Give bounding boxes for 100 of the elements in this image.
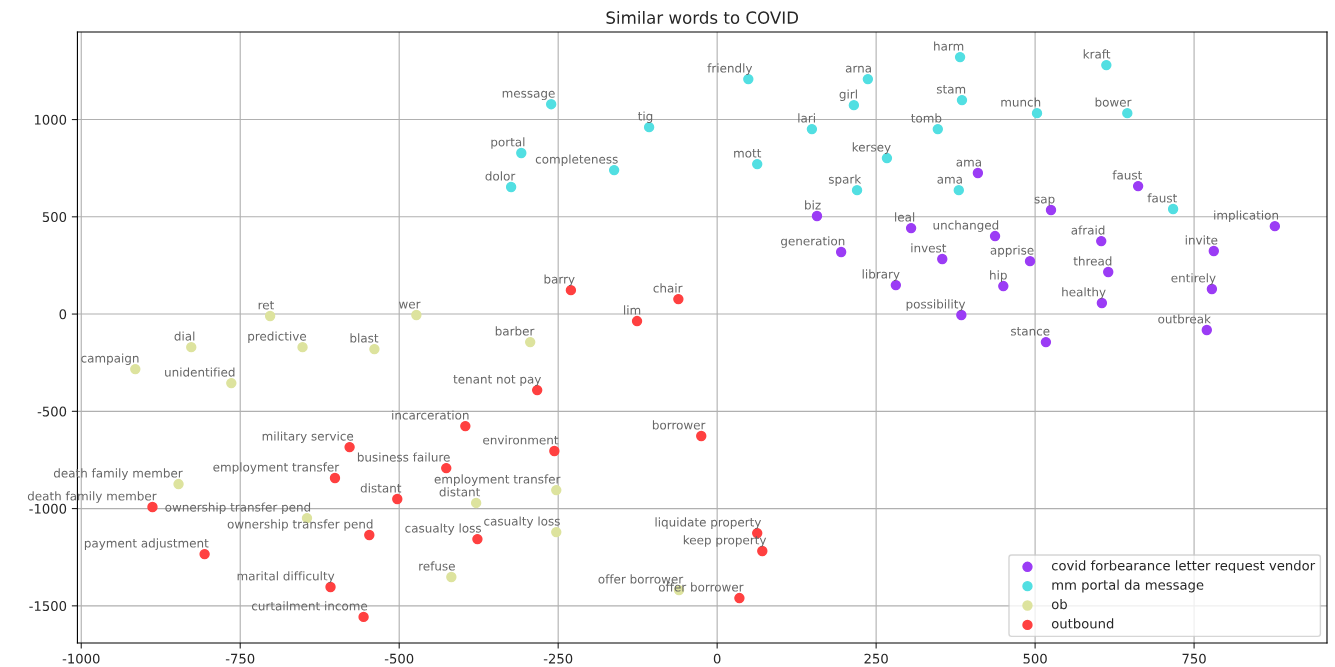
annotation: casualty loss (405, 523, 481, 535)
point (752, 158, 763, 170)
x-tick-label: 250 (864, 653, 888, 664)
annotation: hip (990, 270, 1007, 282)
annotation: kersey (852, 142, 891, 154)
point (344, 441, 355, 453)
annotation: possibility (906, 299, 966, 311)
x-tick-label: 0 (713, 653, 721, 664)
point (811, 210, 823, 222)
annotation: ownership transfer pend (227, 519, 373, 531)
legend-label: ob (1051, 598, 1067, 610)
annotation: apprise (990, 245, 1034, 257)
annotation: employment transfer (213, 462, 340, 474)
x-tick-label: -500 (384, 653, 414, 664)
annotation: tenant not pay (453, 375, 541, 386)
annotation: tig (638, 111, 653, 123)
annotation: spark (828, 174, 862, 186)
y-tick-label: -500 (37, 406, 67, 417)
annotation: ama (937, 176, 962, 184)
annotation: wer (399, 301, 421, 309)
annotation: distant (439, 487, 481, 497)
point (862, 73, 874, 85)
point (734, 592, 745, 604)
point (551, 526, 562, 538)
annotation: invest (911, 243, 947, 253)
annotation: incarceration (392, 410, 469, 420)
point (173, 478, 184, 490)
legend-label: covid forbearance letter request vendor (1051, 560, 1316, 574)
annotation: employment transfer (434, 474, 561, 486)
point (937, 253, 948, 265)
annotation: barry (544, 274, 575, 286)
annotation: unchanged (933, 220, 999, 232)
point (1103, 266, 1114, 278)
y-tick-label: -1500 (29, 601, 67, 612)
annotation: stam (936, 85, 966, 94)
annotation: borrower (652, 420, 706, 430)
annotation: lari (798, 113, 815, 123)
annotation: friendly (707, 63, 753, 75)
annotation: predictive (248, 331, 307, 343)
point (470, 497, 482, 509)
annotation: entirely (1171, 273, 1216, 285)
annotation: tomb (911, 113, 942, 123)
y-tick-label: 1000 (34, 114, 67, 125)
annotation: leal (895, 212, 915, 222)
point (673, 293, 684, 305)
annotation: distant (360, 483, 402, 493)
point (1167, 203, 1179, 215)
point (932, 123, 944, 135)
annotation: keep property (683, 535, 767, 547)
point (953, 184, 964, 196)
annotation: outbreak (1158, 314, 1211, 324)
annotation: kraft (1083, 49, 1111, 59)
point (1132, 180, 1144, 192)
point (525, 336, 536, 348)
point (551, 484, 562, 496)
point (186, 341, 197, 353)
point (954, 51, 966, 63)
annotation: sap (1034, 196, 1055, 206)
annotation: faust (1147, 193, 1177, 203)
annotation: blast (350, 333, 379, 343)
annotation: message (502, 90, 555, 101)
chart-title: Similar words to COVID (606, 11, 799, 24)
annotation: payment adjustment (84, 538, 209, 550)
point (1031, 107, 1043, 119)
y-tick-label: 500 (42, 212, 67, 223)
point (329, 472, 341, 484)
annotation: environment (483, 435, 559, 445)
legend-label: outbound (1051, 618, 1114, 629)
point (549, 445, 560, 457)
annotation: munch (1001, 97, 1041, 107)
annotation: bower (1095, 97, 1132, 107)
point (1122, 107, 1133, 119)
x-tick-label: -250 (543, 653, 573, 664)
point (264, 310, 276, 322)
point (1208, 245, 1219, 257)
annotation: refuse (419, 561, 455, 571)
annotation: ret (258, 300, 274, 310)
point (972, 167, 984, 179)
point (696, 430, 707, 442)
annotation: ownership transfer pend (165, 502, 311, 514)
annotation: offer borrower (598, 574, 684, 584)
annotation: afraid (1071, 225, 1105, 235)
annotation: business failure (357, 452, 450, 462)
annotation: thread (1073, 256, 1112, 266)
y-tick-label: -1000 (29, 503, 67, 514)
point (369, 343, 380, 355)
annotation: generation (781, 236, 845, 248)
point (358, 611, 369, 623)
point (1096, 235, 1107, 247)
annotation: liquidate property (655, 517, 762, 529)
annotation: mott (734, 149, 762, 158)
annotation: portal (491, 137, 525, 149)
annotation: invite (1185, 235, 1218, 245)
annotation: barber (495, 326, 535, 336)
point (631, 315, 643, 327)
annotation: chair (653, 283, 683, 293)
annotation: biz (805, 200, 821, 210)
annotation: campaign (81, 353, 139, 365)
x-tick-label: -1000 (62, 653, 100, 664)
point (392, 493, 403, 505)
